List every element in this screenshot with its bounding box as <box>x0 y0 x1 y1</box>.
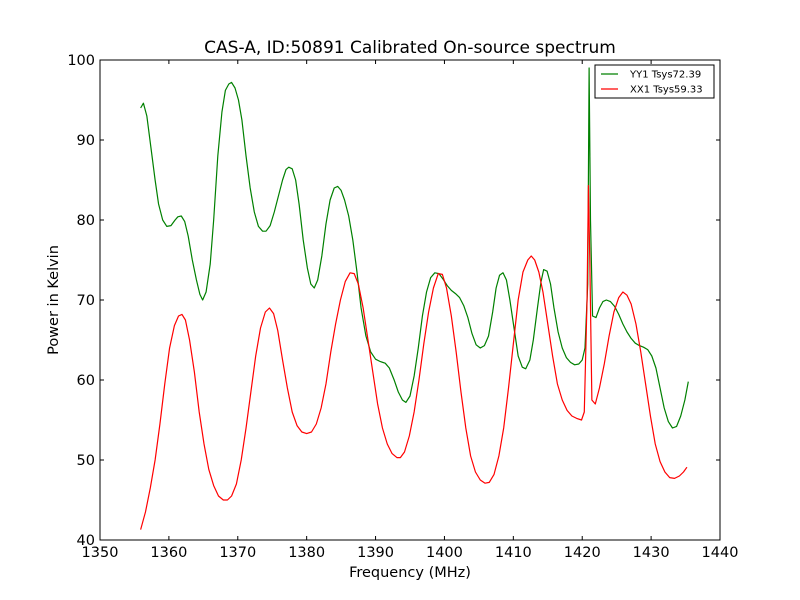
series-layer <box>140 67 689 530</box>
x-tick-label: 1430 <box>633 545 670 561</box>
x-tick-label: 1370 <box>219 545 256 561</box>
legend: YY1 Tsys72.39 XX1 Tsys59.33 <box>594 64 715 99</box>
y-tick-label: 50 <box>77 453 95 469</box>
legend-label-xx1: XX1 Tsys59.33 <box>630 85 703 96</box>
x-tick-label: 1410 <box>495 545 532 561</box>
y-axis-label: Power in Kelvin <box>46 245 62 355</box>
x-tick-label: 1400 <box>426 545 463 561</box>
x-tick-label: 1380 <box>288 545 325 561</box>
y-tick-label: 80 <box>77 213 95 229</box>
x-tick-label: 1390 <box>357 545 394 561</box>
y-tick-label: 40 <box>77 533 95 549</box>
series-line-yy1 <box>140 67 689 429</box>
series-line-xx1 <box>140 185 688 530</box>
y-tick-label: 70 <box>77 293 95 309</box>
x-tick-label: 1350 <box>82 545 119 561</box>
y-tick-label: 60 <box>77 373 95 389</box>
legend-box <box>594 64 715 99</box>
y-axis: 40 50 60 70 80 90 100 <box>67 53 720 549</box>
x-axis-label: Frequency (MHz) <box>349 565 471 581</box>
legend-label-yy1: YY1 Tsys72.39 <box>629 70 701 81</box>
x-tick-label: 1440 <box>702 545 739 561</box>
plot-area <box>100 60 720 540</box>
y-tick-label: 100 <box>67 53 95 69</box>
chart-title: CAS-A, ID:50891 Calibrated On-source spe… <box>204 38 616 58</box>
x-tick-label: 1420 <box>564 545 601 561</box>
y-tick-label: 90 <box>77 133 95 149</box>
x-tick-label: 1360 <box>150 545 187 561</box>
x-axis: 1350 1360 1370 1380 1390 1400 1410 1420 1430 1440 <box>82 60 739 561</box>
